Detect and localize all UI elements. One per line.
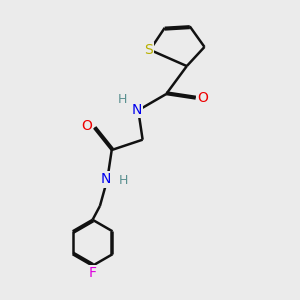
Text: S: S (144, 43, 153, 57)
Text: O: O (81, 119, 92, 134)
Text: F: F (88, 266, 97, 280)
Text: O: O (198, 92, 208, 106)
Text: H: H (117, 93, 127, 106)
Text: N: N (100, 172, 111, 186)
Text: N: N (132, 103, 142, 117)
Text: H: H (119, 174, 128, 188)
